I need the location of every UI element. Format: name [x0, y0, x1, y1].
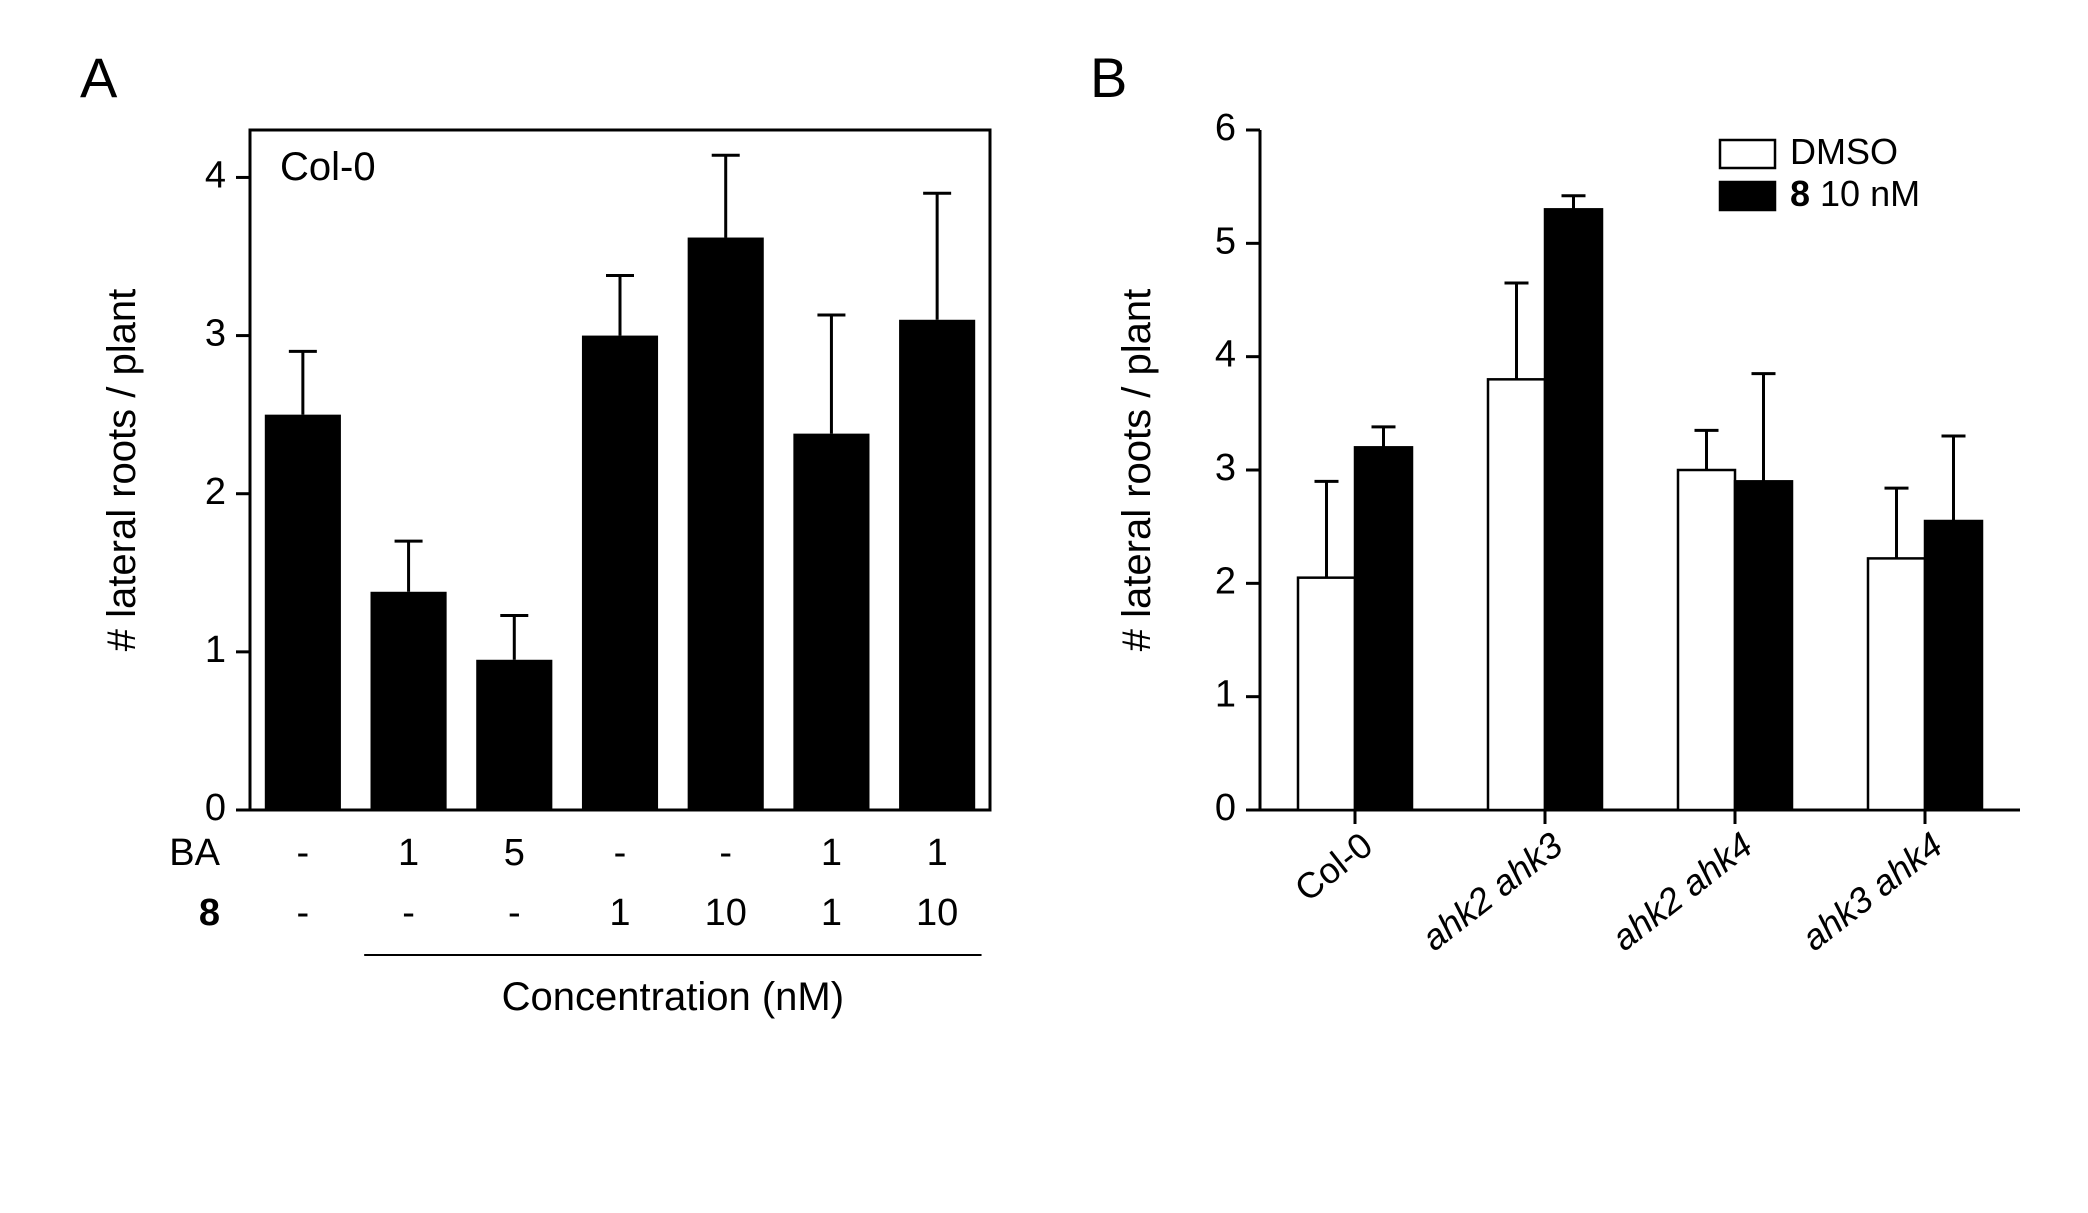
panel-a-ytick: 2 [205, 471, 226, 513]
panel-a-bar [265, 415, 341, 810]
panel-b-bar-dmso [1678, 470, 1735, 810]
panel-a-ytick: 3 [205, 313, 226, 355]
panel-a-ytick: 0 [205, 787, 226, 829]
panel-b-ytick: 3 [1215, 447, 1236, 489]
panel-b-bar-dmso [1868, 558, 1925, 810]
panel-a-bar [793, 434, 869, 810]
panel-b-group-label: ahk2 ahk4 [1604, 824, 1760, 959]
panel-b-ytick: 5 [1215, 220, 1236, 262]
panel-a-bar [899, 320, 975, 810]
panel-a-c8-value: - [508, 892, 521, 934]
panel-a-c8-value: 10 [705, 892, 747, 934]
panel-b-ytick: 4 [1215, 334, 1236, 376]
panel-a-bar [688, 238, 764, 810]
panel-a-xaxis-caption: Concentration (nM) [502, 975, 844, 1019]
panel-a-c8-value: - [297, 892, 310, 934]
panel-b-ytick: 2 [1215, 560, 1236, 602]
panel-a-ba-value: 5 [504, 832, 525, 874]
panel-a-ba-value: 1 [927, 832, 948, 874]
panel-a-c8-value: 1 [609, 892, 630, 934]
page: A B 01234# lateral roots / plantCol-0BA-… [0, 0, 2088, 1213]
panel-a-ba-value: 1 [398, 832, 419, 874]
legend-swatch-dmso [1720, 140, 1775, 168]
legend-swatch-c8 [1720, 182, 1775, 210]
panel-a-row-label-ba: BA [169, 832, 220, 874]
panel-a-bar [371, 592, 447, 810]
panel-b-bar-c8 [1735, 481, 1792, 810]
panel-a-ylabel: # lateral roots / plant [100, 289, 144, 651]
panel-a-bar [476, 660, 552, 810]
panel-a-ba-value: - [297, 832, 310, 874]
panel-a-ytick: 1 [205, 629, 226, 671]
panel-b-bar-c8 [1545, 209, 1602, 810]
panel-a-bar [582, 336, 658, 810]
panel-a-c8-value: 1 [821, 892, 842, 934]
panel-a-row-label-8: 8 [199, 892, 220, 934]
panel-a-ba-value: - [719, 832, 732, 874]
panel-b-bar-dmso [1488, 379, 1545, 810]
panel-a-ba-value: 1 [821, 832, 842, 874]
panel-b-bar-c8 [1355, 447, 1412, 810]
panel-a-chart: 0 1 2 3 4 # lateral roots / plant Col-0 BA - 1 5 - -… [80, 90, 1040, 1190]
panel-a-c8-value: - [402, 892, 415, 934]
panel-a-c8-value: 10 [916, 892, 958, 934]
legend-label-dmso: DMSO [1790, 131, 1898, 172]
panel-b-group-label: Col-0 [1287, 824, 1380, 909]
panel-b-bar-dmso [1298, 578, 1355, 810]
panel-b-group-label: ahk3 ahk4 [1794, 824, 1950, 959]
panel-a-inset-label: Col-0 [280, 145, 376, 189]
panel-b-ytick: 0 [1215, 787, 1236, 829]
panel-a-ba-value: - [614, 832, 627, 874]
legend-label-c8: 8 10 nM [1790, 173, 1920, 214]
panel-b-chart: 0 1 2 3 4 5 6 # lateral roots / plant Col-0 ahk2 … [1100, 90, 2060, 1090]
panel-b-bar-c8 [1925, 521, 1982, 810]
panel-b-ytick: 6 [1215, 107, 1236, 149]
panel-a-ytick: 4 [205, 154, 226, 196]
panel-b-ylabel: # lateral roots / plant [1115, 289, 1159, 651]
panel-b-ytick: 1 [1215, 674, 1236, 716]
panel-b-group-label: ahk2 ahk3 [1414, 824, 1570, 959]
